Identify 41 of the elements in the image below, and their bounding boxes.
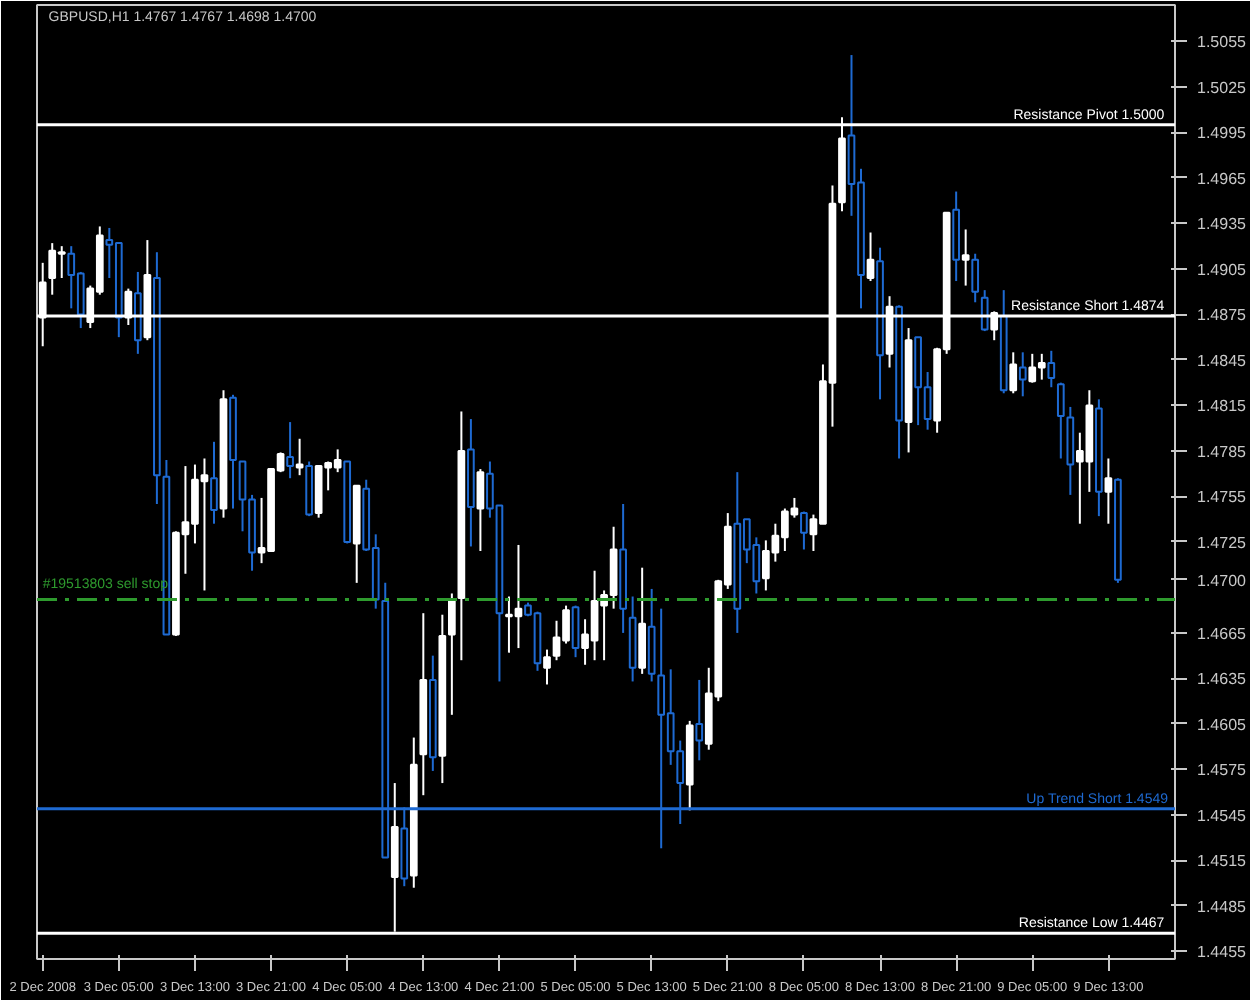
candlestick [866, 231, 875, 283]
y-tick-label: 1.4725 [1197, 533, 1248, 552]
candlestick [695, 678, 704, 762]
y-tick-label: 1.4485 [1197, 897, 1248, 916]
candlestick [448, 592, 456, 716]
y-tick-label: 1.4785 [1197, 442, 1248, 461]
y-tick-label: 1.4455 [1197, 943, 1248, 962]
candlestick [800, 510, 808, 551]
y-tick-label: 1.4905 [1197, 260, 1248, 279]
candlestick [971, 252, 980, 304]
candlestick [571, 604, 580, 659]
y-tick-label: 1.4875 [1197, 306, 1248, 325]
y-tick-label: 1.4515 [1197, 852, 1248, 871]
y-tick-label: 1.5055 [1197, 33, 1248, 52]
candlestick [1066, 405, 1075, 496]
y-tick-label: 1.4575 [1197, 761, 1248, 780]
candlestick [543, 648, 551, 686]
y-tick-label: 1.4700 [1197, 571, 1248, 590]
y-tick-label: 1.4635 [1197, 670, 1248, 689]
y-tick-label: 1.4965 [1197, 169, 1248, 188]
candlestick [638, 566, 647, 675]
y-tick-label: 1.4665 [1197, 624, 1248, 643]
candlestick [1056, 381, 1065, 460]
candlestick [210, 440, 218, 525]
candlestick [295, 437, 304, 477]
candlestick [134, 270, 142, 355]
y-tick-label: 1.4845 [1197, 351, 1248, 370]
y-tick-label: 1.4545 [1197, 806, 1248, 825]
y-tick-label: 1.4815 [1197, 397, 1248, 416]
y-tick-label: 1.4755 [1197, 488, 1248, 507]
candlestick [286, 421, 294, 480]
y-tick-label: 1.4605 [1197, 715, 1248, 734]
candlestick [1104, 457, 1113, 525]
y-tick-label: 1.5025 [1197, 78, 1248, 97]
candlestick [961, 228, 970, 287]
candlestick [1018, 351, 1027, 398]
y-tick-label: 1.4995 [1197, 124, 1248, 143]
candlestick [1009, 351, 1018, 395]
candlestick [476, 468, 485, 553]
candlestick [1047, 349, 1056, 389]
y-tick-label: 1.4935 [1197, 215, 1248, 234]
